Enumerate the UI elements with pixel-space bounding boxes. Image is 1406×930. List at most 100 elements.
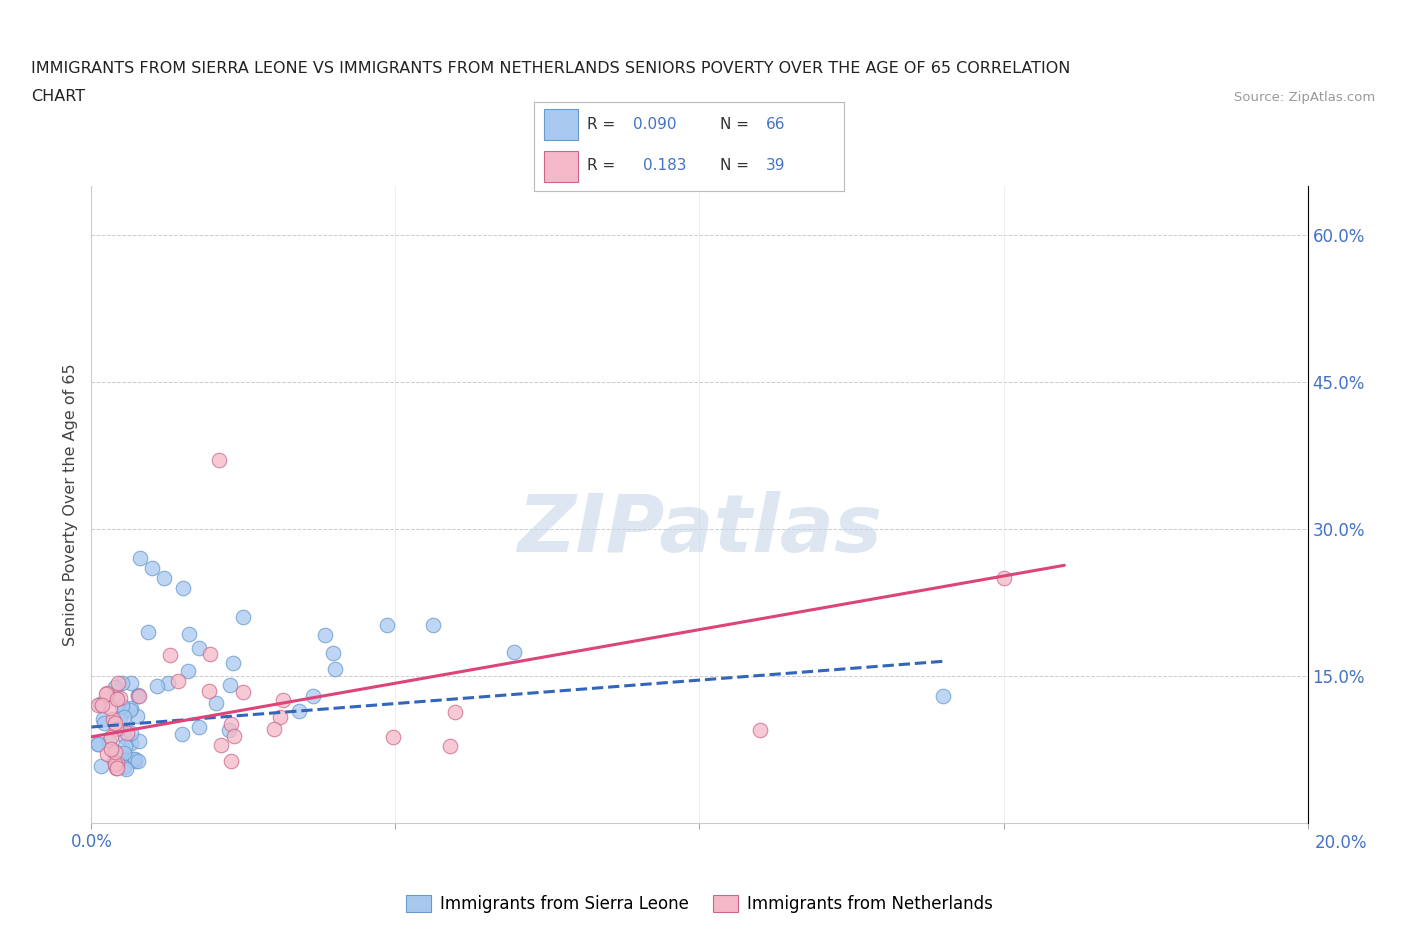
Point xyxy=(159,647,181,662)
Point xyxy=(100,730,122,745)
Point xyxy=(153,571,176,586)
Point xyxy=(993,571,1015,586)
Point xyxy=(124,753,146,768)
Point xyxy=(96,747,118,762)
Point xyxy=(97,734,120,749)
Point xyxy=(115,762,138,777)
Text: N =: N = xyxy=(720,158,754,173)
Point xyxy=(115,725,138,740)
Point xyxy=(128,689,150,704)
Point xyxy=(322,645,344,660)
Text: IMMIGRANTS FROM SIERRA LEONE VS IMMIGRANTS FROM NETHERLANDS SENIORS POVERTY OVER: IMMIGRANTS FROM SIERRA LEONE VS IMMIGRAN… xyxy=(31,61,1070,76)
Point xyxy=(218,723,240,737)
Point xyxy=(96,685,118,700)
Point xyxy=(103,753,125,768)
Point xyxy=(98,700,121,715)
Point xyxy=(89,697,111,711)
Point xyxy=(112,760,135,775)
Text: 20.0%: 20.0% xyxy=(1315,834,1367,852)
Point xyxy=(87,698,110,713)
Point xyxy=(208,453,231,468)
Point xyxy=(101,711,124,726)
Point xyxy=(104,722,127,737)
Point xyxy=(219,753,242,768)
Point xyxy=(222,656,245,671)
Point xyxy=(167,674,190,689)
Point xyxy=(105,689,128,704)
Text: 0.090: 0.090 xyxy=(633,117,676,132)
Point xyxy=(111,675,134,690)
Point xyxy=(104,716,127,731)
Point xyxy=(127,753,149,768)
Text: N =: N = xyxy=(720,117,754,132)
Point xyxy=(104,757,127,772)
Point xyxy=(105,755,128,770)
Point xyxy=(209,737,232,752)
Point xyxy=(91,711,114,726)
Point xyxy=(218,678,240,693)
Point xyxy=(110,748,132,763)
Point xyxy=(124,751,146,766)
Point xyxy=(120,675,142,690)
Point xyxy=(375,618,398,632)
Point xyxy=(104,680,127,695)
Point xyxy=(187,641,209,656)
Point xyxy=(121,725,143,740)
Point xyxy=(302,689,325,704)
Point xyxy=(87,737,110,751)
Point xyxy=(127,688,149,703)
Point xyxy=(117,752,139,767)
Bar xyxy=(544,110,578,140)
Point xyxy=(105,751,128,765)
Point xyxy=(127,688,149,703)
Point xyxy=(269,710,291,724)
Text: Source: ZipAtlas.com: Source: ZipAtlas.com xyxy=(1234,91,1375,104)
Point xyxy=(232,610,254,625)
Point xyxy=(749,723,772,737)
Point xyxy=(129,551,152,565)
Text: CHART: CHART xyxy=(31,89,84,104)
Bar xyxy=(544,151,578,182)
Point xyxy=(110,750,132,764)
Point xyxy=(120,736,142,751)
Point xyxy=(136,625,159,640)
Point xyxy=(120,700,142,715)
Point xyxy=(87,737,110,751)
Point xyxy=(141,561,163,576)
Point xyxy=(224,729,246,744)
Point xyxy=(931,688,953,703)
Point xyxy=(112,704,135,719)
Point xyxy=(177,664,200,679)
Legend: Immigrants from Sierra Leone, Immigrants from Netherlands: Immigrants from Sierra Leone, Immigrants… xyxy=(399,888,1000,920)
Text: ZIPatlas: ZIPatlas xyxy=(517,491,882,569)
Point xyxy=(108,711,131,725)
Point xyxy=(90,698,112,712)
Point xyxy=(146,678,169,693)
Point xyxy=(232,684,254,699)
Point xyxy=(105,760,128,775)
Text: R =: R = xyxy=(586,158,624,173)
Point xyxy=(114,729,136,744)
Point xyxy=(111,698,134,713)
Y-axis label: Seniors Poverty Over the Age of 65: Seniors Poverty Over the Age of 65 xyxy=(63,364,79,645)
Point xyxy=(177,626,200,641)
Point xyxy=(325,661,347,676)
Point xyxy=(187,720,209,735)
Point xyxy=(439,738,461,753)
Point xyxy=(112,710,135,724)
Point xyxy=(172,580,194,595)
Point xyxy=(93,715,115,730)
Point xyxy=(422,618,444,632)
Point xyxy=(105,756,128,771)
Point xyxy=(200,647,222,662)
Point xyxy=(287,703,309,718)
Point xyxy=(221,716,243,731)
Point xyxy=(90,758,112,773)
Point xyxy=(120,703,142,718)
Point xyxy=(107,676,129,691)
Point xyxy=(503,644,526,659)
Point xyxy=(114,738,136,753)
Point xyxy=(105,761,128,776)
Text: 66: 66 xyxy=(766,117,786,132)
Point xyxy=(105,692,128,707)
